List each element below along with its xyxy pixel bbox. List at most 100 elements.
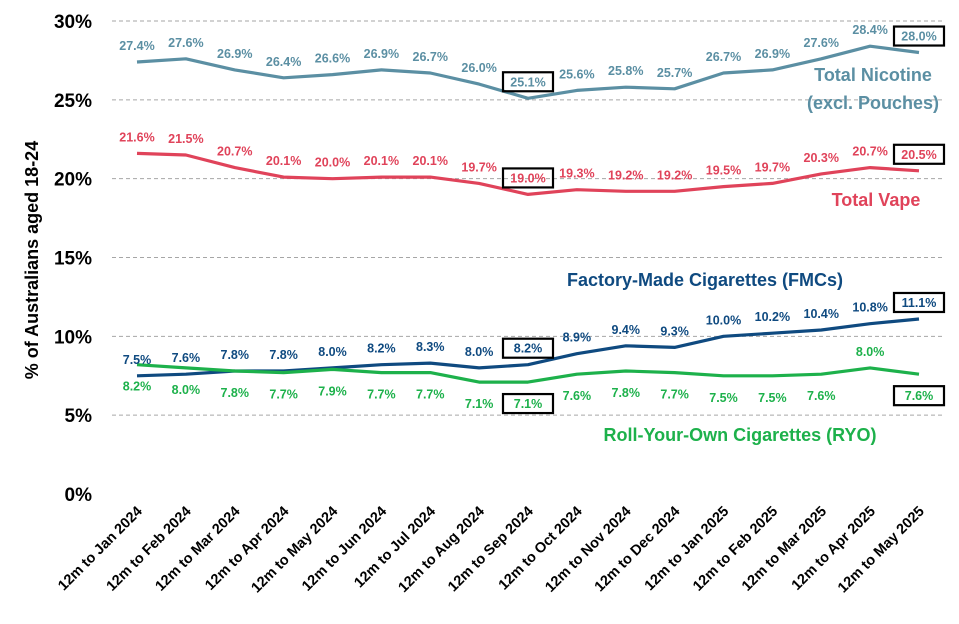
data-label: 7.8%	[612, 386, 641, 400]
x-tick-label: 12m to Sep 2024	[445, 504, 537, 596]
data-label: 9.4%	[612, 323, 641, 337]
x-tick-label: 12m to Aug 2024	[396, 504, 488, 596]
data-label: 7.8%	[221, 386, 250, 400]
data-label: 7.1%	[514, 397, 543, 411]
x-tick-label: 12m to Jan 2025	[642, 504, 733, 595]
data-label: 19.2%	[608, 168, 643, 182]
data-label: 7.6%	[807, 389, 836, 403]
data-label: 26.4%	[266, 55, 301, 69]
data-label: 8.0%	[172, 383, 201, 397]
series-name: (excl. Pouches)	[807, 93, 939, 113]
data-label: 10.0%	[706, 313, 741, 327]
data-label: 21.6%	[119, 130, 154, 144]
data-label: 27.6%	[168, 36, 203, 50]
data-label: 19.7%	[461, 160, 496, 174]
data-label: 7.5%	[709, 391, 738, 405]
highlight-box	[892, 25, 946, 47]
data-label: 20.7%	[852, 145, 887, 159]
data-label: 7.1%	[465, 397, 494, 411]
data-label: 19.2%	[657, 168, 692, 182]
data-label: 7.6%	[172, 351, 201, 365]
series-name: Roll-Your-Own Cigarettes (RYO)	[603, 425, 876, 445]
data-label: 26.7%	[413, 50, 448, 64]
highlight-box	[501, 71, 555, 93]
y-tick-label: 10%	[54, 327, 92, 348]
data-label: 20.1%	[413, 154, 448, 168]
x-tick-label: 12m to Nov 2024	[542, 504, 634, 596]
series-name: Factory-Made Cigarettes (FMCs)	[567, 270, 843, 290]
data-label: 19.7%	[755, 160, 790, 174]
data-label: 8.0%	[465, 345, 494, 359]
data-label: 19.0%	[510, 171, 545, 185]
data-label: 7.6%	[563, 389, 592, 403]
x-tick-label: 12m to Dec 2024	[592, 504, 684, 596]
x-tick-label: 12m to May 2024	[249, 504, 342, 597]
data-label: 8.2%	[367, 342, 396, 356]
series-name: Total Vape	[832, 190, 921, 210]
y-tick-label: 30%	[54, 12, 92, 33]
data-label: 8.2%	[123, 380, 152, 394]
data-label: 21.5%	[168, 132, 203, 146]
y-axis-ticks: 0% 5% 10% 15% 20% 25% 30%	[54, 12, 92, 506]
data-label: 7.5%	[758, 391, 787, 405]
data-label: 8.0%	[856, 345, 885, 359]
data-label: 11.1%	[902, 296, 937, 310]
data-label: 7.7%	[660, 388, 689, 402]
y-tick-label: 15%	[54, 249, 92, 270]
data-label: 10.2%	[755, 310, 790, 324]
data-label: 8.9%	[563, 331, 592, 345]
data-label: 19.5%	[706, 164, 741, 178]
data-label: 26.9%	[217, 47, 252, 61]
data-labels: 27.4% 27.6% 26.9% 26.4% 26.6% 26.9% 26.7% 26.0%…	[119, 23, 946, 415]
data-label: 26.9%	[364, 47, 399, 61]
data-label: 26.6%	[315, 52, 350, 66]
data-label: 20.1%	[266, 154, 301, 168]
series-line	[136, 44, 920, 100]
data-label: 10.8%	[852, 301, 887, 315]
x-tick-label: 12m to Oct 2024	[496, 504, 586, 594]
series-names: Total Nicotine (excl. Pouches) Total Vape F…	[567, 65, 939, 445]
highlight-box	[892, 385, 946, 407]
x-tick-label: 12m to Apr 2024	[202, 504, 292, 594]
y-axis-label: % of Australians aged 18-24	[22, 141, 42, 379]
data-label: 7.9%	[318, 384, 347, 398]
data-label: 7.8%	[221, 348, 250, 362]
data-label: 7.7%	[416, 388, 445, 402]
x-tick-label: 12m to Mar 2025	[739, 504, 830, 595]
highlight-box	[501, 337, 555, 359]
y-tick-label: 5%	[65, 406, 93, 427]
data-label: 10.4%	[804, 307, 839, 321]
data-label: 26.7%	[706, 50, 741, 64]
data-label: 8.3%	[416, 340, 445, 354]
x-tick-label: 12m to Feb 2025	[690, 504, 781, 595]
data-label: 25.6%	[559, 67, 594, 81]
gridlines	[112, 20, 945, 416]
data-label: 20.5%	[901, 148, 936, 162]
data-label: 20.0%	[315, 156, 350, 170]
data-label: 27.6%	[804, 36, 839, 50]
highlight-box	[501, 392, 555, 415]
data-label: 25.7%	[657, 66, 692, 80]
x-tick-label: 12m to Mar 2024	[152, 504, 243, 595]
data-label: 25.1%	[510, 75, 545, 89]
data-label: 8.2%	[514, 342, 543, 356]
data-label: 7.8%	[269, 348, 298, 362]
data-label: 7.7%	[367, 388, 396, 402]
data-label: 27.4%	[119, 39, 154, 53]
highlight-box	[892, 143, 946, 165]
x-tick-label: 12m to Jun 2024	[299, 504, 390, 595]
data-label: 20.3%	[804, 151, 839, 165]
y-tick-label: 0%	[65, 485, 93, 506]
x-tick-label: 12m to Feb 2024	[104, 504, 195, 595]
data-label: 8.0%	[318, 345, 347, 359]
data-label: 20.7%	[217, 145, 252, 159]
x-tick-label: 12m to Jan 2024	[55, 504, 146, 595]
highlight-box	[892, 291, 946, 314]
data-label: 28.4%	[852, 23, 887, 37]
y-tick-label: 20%	[54, 170, 92, 191]
y-tick-label: 25%	[54, 91, 92, 112]
data-label: 19.3%	[559, 167, 594, 181]
data-label: 9.3%	[660, 324, 689, 338]
x-tick-label: 12m to May 2025	[835, 504, 928, 597]
